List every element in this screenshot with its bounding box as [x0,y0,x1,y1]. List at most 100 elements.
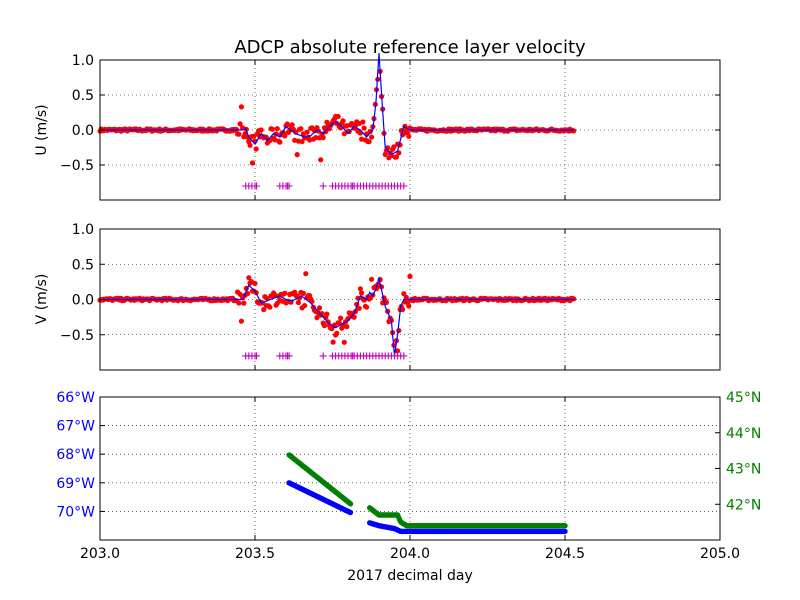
u-data-marks [97,52,577,190]
u-panel: 1.0 0.5 0.0 −0.5 U (m/s) [34,52,721,201]
u-data-point [249,160,256,166]
v-data-point [407,273,413,279]
position-xtick-label: 203.5 [235,546,275,562]
u-data-point [391,144,397,150]
v-data-point [238,318,244,324]
u-data-point [298,126,304,132]
v-data-point [295,299,301,306]
u-smoothed-line [100,52,575,156]
v-data-point [571,296,577,302]
v-data-point [403,294,409,300]
u-data-point [366,139,372,145]
v-data-point [282,290,288,296]
latitude-ytick-label: 42°N [726,497,761,513]
u-flag-marker [285,182,293,190]
u-data-point [247,142,253,148]
v-data-marks [97,271,577,360]
v-ytick-label: −0.5 [60,328,94,344]
v-flag-marker [319,352,327,360]
u-data-point [316,135,323,141]
v-yticks: 1.0 0.5 0.0 −0.5 [60,222,720,344]
u-data-point [382,151,388,157]
position-gridlines [99,397,721,540]
v-data-point [261,307,267,313]
u-data-point [294,152,300,158]
v-xticks [99,229,721,370]
v-data-point [401,291,407,297]
latitude-yticks: 45°N 44°N 43°N 42°N [715,390,761,513]
position-data-marks [286,452,568,535]
u-xticks [99,60,721,200]
u-data-point [237,121,243,127]
v-flag-marker [253,352,261,360]
v-flag-marker [400,352,408,360]
v-gridlines [99,229,721,370]
u-data-point [361,125,367,131]
v-data-point [321,323,327,329]
longitude-point [562,528,568,535]
v-data-point [336,320,342,326]
u-flag-marker [400,182,408,190]
latitude-ytick-label: 45°N [726,390,761,406]
longitude-ytick-label: 66°W [56,390,95,406]
position-xtick-label: 204.0 [390,546,430,562]
longitude-yticks: 66°W 67°W 68°W 69°W 70°W [56,390,105,520]
v-data-point [369,276,375,282]
v-data-point [236,300,242,306]
u-data-point [393,154,399,160]
position-panel: 66°W 67°W 68°W 69°W 70°W 45°N 44°N 43°N 42°N 20… [56,390,761,584]
u-data-point [369,134,375,140]
v-data-point [341,339,347,345]
v-data-point [338,315,344,321]
longitude-ytick-label: 69°W [56,476,95,492]
longitude-ytick-label: 68°W [56,447,95,463]
u-ytick-label: 1.0 [72,53,94,69]
v-data-point [406,303,412,309]
u-data-point [269,126,275,132]
u-data-point [253,146,259,152]
u-data-point [341,131,347,137]
u-data-point [367,128,373,134]
v-data-point [324,311,330,317]
u-flag-marker [253,182,261,190]
x-axis-label: 2017 decimal day [347,568,472,584]
u-ylabel: U (m/s) [34,104,50,155]
v-data-point [334,330,340,336]
v-data-point [357,286,363,292]
longitude-ytick-label: 70°W [56,504,95,520]
latitude-ytick-label: 43°N [726,462,761,478]
u-data-point [571,128,577,134]
u-data-point [320,135,326,141]
position-xtick-label: 205.0 [700,546,740,562]
v-data-point [395,348,401,354]
v-data-point [246,275,252,281]
u-data-point [282,133,288,139]
latitude-ytick-label: 44°N [726,426,761,442]
u-data-point [340,118,346,124]
u-ytick-label: 0.0 [72,123,94,139]
v-ylabel: V (m/s) [34,274,50,325]
chart-title: ADCP absolute reference layer velocity [234,37,586,58]
v-ytick-label: 0.0 [72,293,94,309]
v-data-point [364,304,370,310]
v-data-point [400,306,406,313]
v-smoothed-line [100,276,575,356]
v-data-point [303,271,309,277]
v-data-point [267,304,273,310]
u-ytick-label: 0.5 [72,88,94,104]
u-flag-marker [319,182,327,190]
position-xticks: 203.0 203.5 204.0 204.5 205.0 [80,397,740,562]
v-data-point [359,290,365,296]
u-data-point [318,157,324,163]
v-ytick-label: 1.0 [72,222,94,238]
v-data-point [356,305,362,311]
v-ytick-label: 0.5 [72,257,94,273]
v-data-point [241,300,247,306]
latitude-point [347,501,354,507]
longitude-ytick-label: 67°W [56,419,95,435]
u-data-point [406,133,412,139]
longitude-point [347,509,354,516]
u-data-point [304,129,310,135]
v-data-point [314,315,320,321]
